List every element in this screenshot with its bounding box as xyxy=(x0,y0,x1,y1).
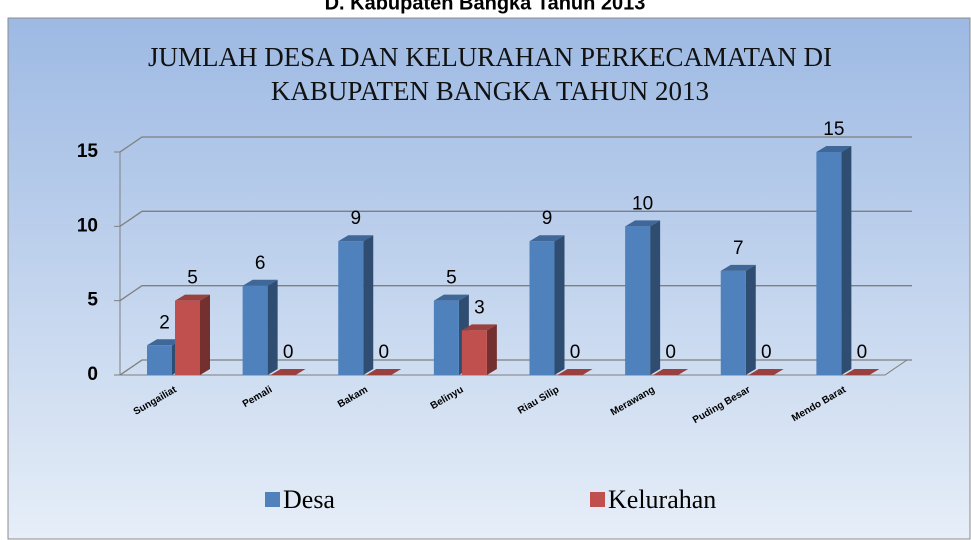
bar-group xyxy=(816,146,852,375)
data-label: 10 xyxy=(632,193,653,214)
bar xyxy=(366,375,392,376)
y-tick-label: 15 xyxy=(77,141,99,162)
bar xyxy=(338,241,364,375)
data-label: 0 xyxy=(857,342,868,363)
bar-top xyxy=(653,369,689,375)
data-label: 0 xyxy=(761,342,772,363)
bar-top xyxy=(529,235,565,242)
bar-group xyxy=(461,324,497,375)
bar xyxy=(461,330,487,375)
bar xyxy=(720,270,746,375)
bar-top xyxy=(557,369,593,375)
legend-label: Kelurahan xyxy=(608,485,716,514)
bar-side xyxy=(650,220,661,375)
bar-side xyxy=(841,146,852,375)
bar-side xyxy=(554,235,565,375)
bar xyxy=(147,345,172,375)
bar-top xyxy=(461,324,497,331)
grid-line xyxy=(119,136,912,153)
bar-top xyxy=(625,220,661,227)
data-label: 0 xyxy=(665,342,676,363)
bar xyxy=(748,375,774,376)
bar-group xyxy=(844,369,880,376)
bar-group xyxy=(242,279,278,375)
bar-top xyxy=(366,369,402,375)
data-label: 9 xyxy=(542,208,553,229)
bar xyxy=(816,152,842,375)
data-label: 6 xyxy=(255,253,266,274)
bar-group xyxy=(270,369,306,376)
grid-line xyxy=(119,210,912,227)
bar-top xyxy=(720,264,756,271)
legend-swatch xyxy=(265,492,280,507)
bar-side xyxy=(267,279,278,375)
bar-top xyxy=(844,369,880,375)
data-label: 2 xyxy=(159,312,170,333)
bar-group xyxy=(366,369,402,376)
bar-group xyxy=(529,235,565,375)
data-label: 0 xyxy=(378,342,389,363)
data-label: 15 xyxy=(823,119,844,140)
bar xyxy=(433,300,459,375)
chart-panel xyxy=(7,17,971,540)
data-label: 3 xyxy=(474,297,485,318)
bar-top xyxy=(816,146,852,152)
bar xyxy=(653,375,679,376)
bar-top xyxy=(748,369,784,375)
bar xyxy=(625,226,651,375)
bar-group xyxy=(338,235,374,375)
caption: D. Kabupaten Bangka Tahun 2013 xyxy=(325,0,646,14)
bar-side xyxy=(745,264,756,375)
legend-swatch xyxy=(590,492,605,507)
bar-top xyxy=(175,294,210,301)
bar-side xyxy=(486,324,497,375)
bar-group xyxy=(748,369,784,376)
data-label: 5 xyxy=(187,268,198,289)
bar-group xyxy=(653,369,689,376)
bar xyxy=(529,241,555,375)
y-tick-label: 0 xyxy=(87,364,98,385)
bar xyxy=(844,375,870,376)
bar-top xyxy=(433,294,469,301)
bar-top xyxy=(242,279,278,286)
bar xyxy=(175,300,200,375)
y-tick-label: 10 xyxy=(77,215,98,236)
bar-top xyxy=(147,339,182,346)
data-label: 0 xyxy=(283,342,294,363)
data-label: 0 xyxy=(570,342,581,363)
data-label: 5 xyxy=(446,268,457,289)
bar-top xyxy=(338,235,374,242)
bar-side xyxy=(200,294,210,375)
bar-group xyxy=(557,369,593,376)
bar-group xyxy=(625,220,661,375)
bar-group xyxy=(720,264,756,375)
bar xyxy=(557,375,583,376)
bar xyxy=(242,285,268,375)
data-label: 7 xyxy=(733,238,744,259)
data-label: 9 xyxy=(350,208,361,229)
legend-label: Desa xyxy=(283,485,335,514)
bar-top xyxy=(270,369,306,375)
bar-group xyxy=(175,294,210,375)
chart-title: JUMLAH DESA DAN KELURAHAN PERKECAMATAN D… xyxy=(147,42,833,106)
y-tick-label: 5 xyxy=(87,290,98,311)
bar xyxy=(270,375,296,376)
bar-side xyxy=(363,235,374,375)
